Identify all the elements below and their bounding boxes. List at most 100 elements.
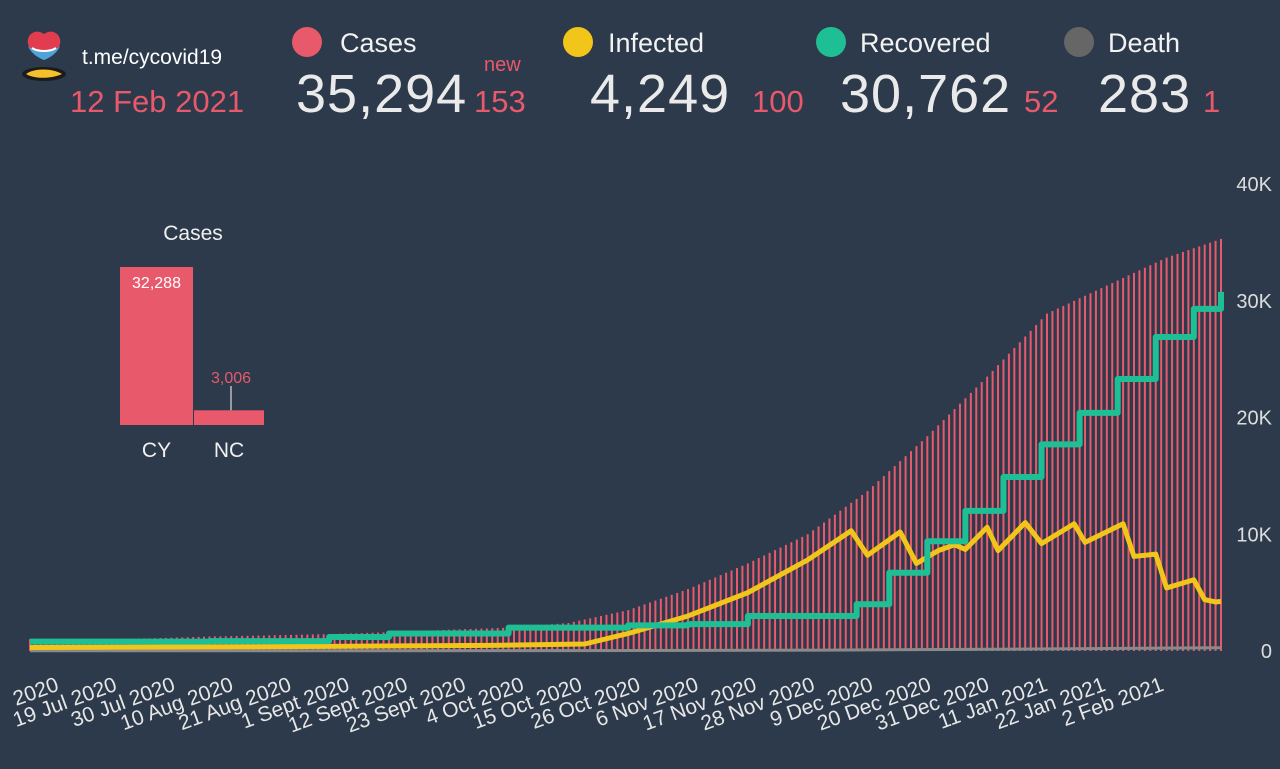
cases-bar bbox=[692, 586, 695, 651]
cases-bar bbox=[583, 619, 586, 651]
inset-bar-cy bbox=[120, 267, 193, 425]
cases-bar bbox=[366, 632, 369, 651]
cases-bar bbox=[545, 624, 548, 651]
cases-bar bbox=[1029, 330, 1032, 651]
cases-bar bbox=[513, 627, 516, 651]
cases-bar bbox=[823, 522, 825, 651]
cases-bar bbox=[469, 628, 472, 651]
y-tick-label: 20K bbox=[1236, 408, 1272, 430]
cases-bar bbox=[828, 518, 831, 651]
cases-bar bbox=[409, 631, 412, 651]
cases-bar bbox=[1040, 319, 1043, 651]
cases-bar bbox=[806, 534, 809, 651]
cases-bar bbox=[871, 486, 874, 651]
cases-bar bbox=[746, 563, 749, 651]
cases-bar bbox=[567, 622, 570, 651]
inset-value-label: 32,288 bbox=[132, 275, 181, 292]
cases-bar bbox=[1209, 242, 1212, 651]
cases-bar bbox=[953, 409, 956, 651]
inset-category-label: CY bbox=[142, 439, 171, 462]
cases-bar bbox=[1160, 260, 1163, 651]
death-line bbox=[29, 646, 1222, 653]
cases-bar bbox=[464, 629, 467, 651]
cases-bar bbox=[338, 633, 341, 651]
cases-bar bbox=[1149, 265, 1152, 651]
infected-new: 100 bbox=[752, 84, 804, 119]
cases-bar bbox=[518, 626, 521, 651]
inset-title: Cases bbox=[163, 222, 223, 245]
cases-bar bbox=[458, 629, 461, 651]
cases-legend-dot bbox=[292, 27, 322, 57]
cases-bar bbox=[681, 591, 684, 651]
cases-bar bbox=[703, 582, 706, 651]
cases-bar bbox=[540, 625, 543, 651]
cases-bar bbox=[958, 403, 961, 651]
cases-bar bbox=[774, 550, 777, 651]
death-legend-dot bbox=[1064, 27, 1094, 57]
y-tick-label: 40K bbox=[1236, 174, 1272, 196]
cases-bar bbox=[768, 552, 771, 651]
cases-bar bbox=[1187, 250, 1190, 651]
cases-bar bbox=[817, 526, 820, 651]
cases-bar bbox=[453, 629, 456, 651]
cases-bar bbox=[485, 628, 488, 651]
cases-bar bbox=[882, 476, 885, 651]
infected-label: Infected bbox=[608, 28, 705, 58]
cases-bar bbox=[1067, 303, 1070, 651]
cases-bar bbox=[426, 630, 428, 651]
infected-line bbox=[29, 520, 1222, 650]
cases-bar bbox=[790, 542, 793, 651]
death-total: 283 bbox=[1098, 64, 1192, 124]
y-tick-label: 0 bbox=[1261, 641, 1272, 663]
cases-bar bbox=[578, 620, 581, 651]
cases-bar bbox=[1176, 253, 1179, 651]
cases-bar bbox=[942, 419, 945, 651]
inset-category-label: NC bbox=[214, 439, 244, 462]
cases-bar bbox=[594, 617, 597, 651]
cases-bar bbox=[442, 629, 445, 651]
death-new: 1 bbox=[1203, 84, 1221, 119]
cases-bar bbox=[687, 589, 690, 651]
series-lines bbox=[29, 291, 1224, 653]
cases-bar bbox=[784, 544, 787, 651]
cases-bar bbox=[1051, 311, 1054, 651]
cases-bar bbox=[904, 456, 907, 651]
cases-bar bbox=[1084, 295, 1087, 651]
infected-legend-dot bbox=[563, 27, 593, 57]
recovered-label: Recovered bbox=[860, 28, 991, 58]
cases-bar bbox=[393, 631, 396, 651]
cases-bar bbox=[436, 630, 439, 651]
cases-bar bbox=[980, 382, 983, 651]
cases-bar bbox=[1045, 313, 1048, 651]
death-label: Death bbox=[1108, 28, 1181, 58]
cases-bar bbox=[893, 466, 896, 651]
cases-bar bbox=[561, 623, 564, 651]
cases-bar bbox=[752, 560, 755, 651]
telegram-link[interactable]: t.me/cycovid19 bbox=[82, 46, 223, 69]
cases-bar bbox=[725, 572, 728, 651]
cases-label: Cases bbox=[340, 28, 417, 58]
cases-bar bbox=[355, 633, 358, 651]
cases-bar bbox=[507, 627, 510, 651]
cases-bar bbox=[1127, 275, 1130, 651]
cases-bar bbox=[404, 631, 407, 651]
cases-bar bbox=[1111, 283, 1114, 651]
cases-bar bbox=[377, 632, 380, 651]
recovered-line bbox=[30, 291, 1224, 645]
cases-bar bbox=[839, 510, 842, 651]
cases-bar bbox=[534, 625, 537, 651]
cases-bar bbox=[349, 633, 352, 651]
cases-bar bbox=[1024, 336, 1027, 651]
cases-bar bbox=[1078, 298, 1081, 651]
cases-bar bbox=[387, 632, 390, 651]
y-axis-ticks: 0 10K 20K 30K 40K bbox=[1236, 174, 1272, 663]
cases-bar bbox=[1132, 272, 1135, 651]
cases-new: 153 bbox=[474, 84, 526, 119]
cases-bar bbox=[1165, 257, 1168, 651]
cases-bar bbox=[496, 628, 499, 651]
cases-bar bbox=[1089, 293, 1092, 651]
cases-bar bbox=[757, 558, 760, 651]
y-tick-label: 10K bbox=[1236, 524, 1272, 546]
cases-bar bbox=[480, 628, 483, 651]
